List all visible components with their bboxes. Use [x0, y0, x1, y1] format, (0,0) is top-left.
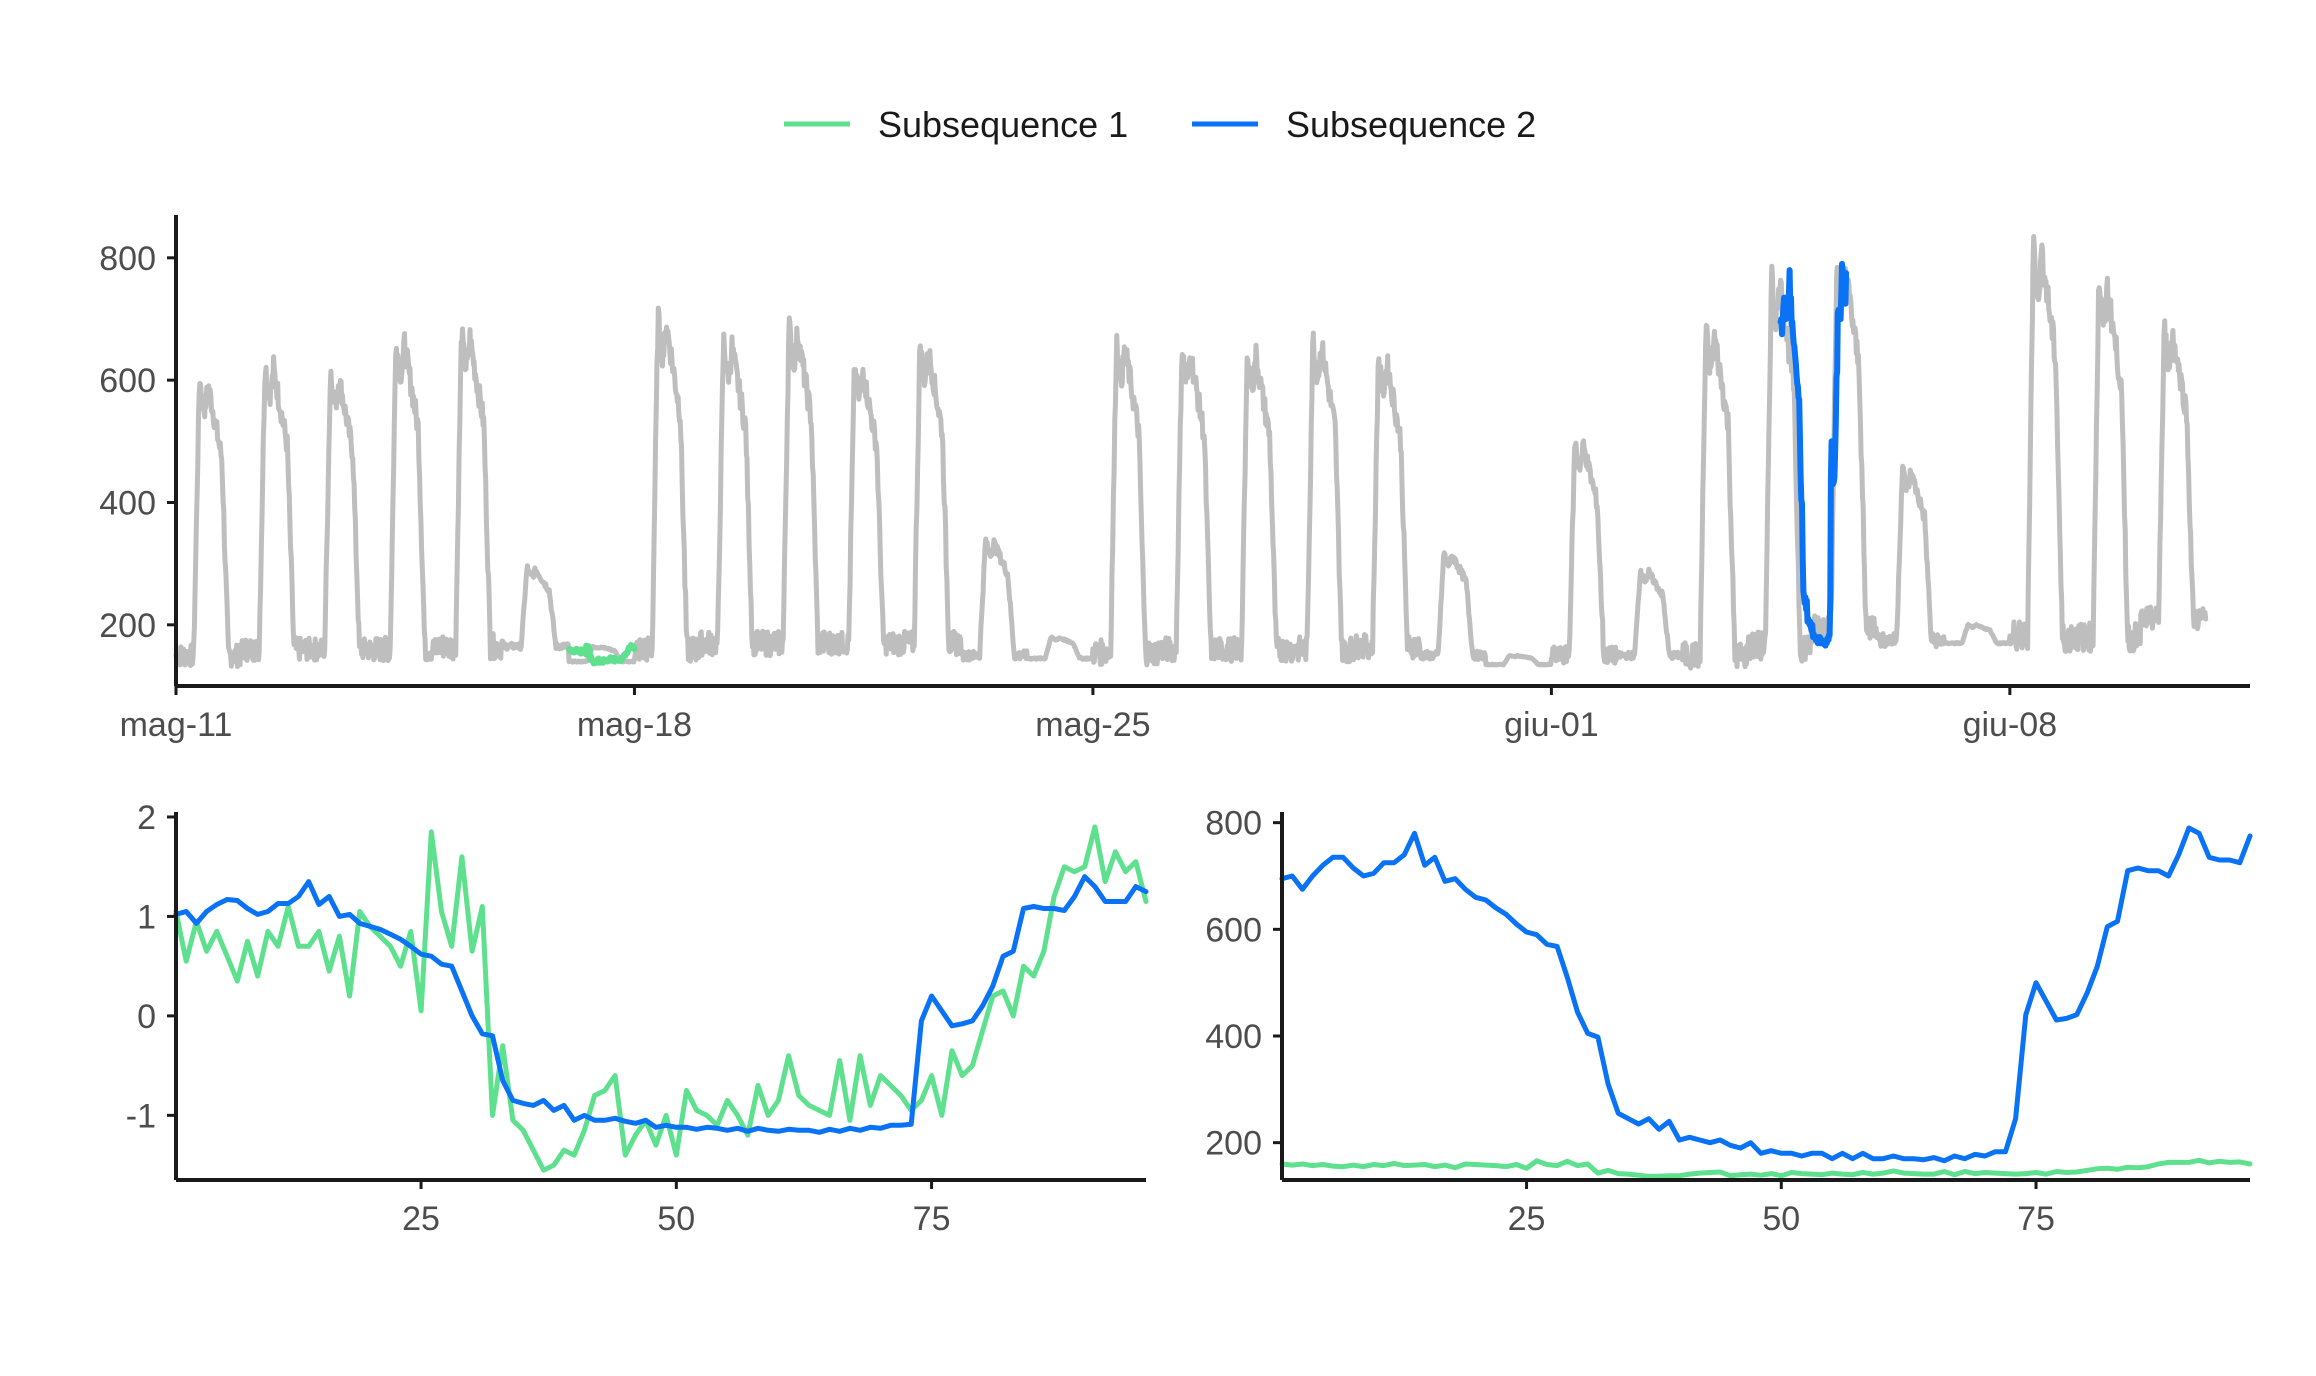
x-tick-label: giu-08 [1963, 706, 2058, 744]
y-tick-label: 200 [99, 607, 156, 645]
x-tick-label: mag-18 [577, 706, 692, 744]
y-tick-label: -1 [126, 1097, 156, 1135]
series-line-subsequence-2 [173, 874, 1149, 1135]
series-line-full-history [173, 234, 2209, 671]
x-tick-label: 75 [913, 1200, 951, 1238]
x-tick-label: mag-11 [120, 706, 233, 744]
legend-label-subsequence-2: Subsequence 2 [1286, 104, 1536, 145]
x-tick-label: 75 [2017, 1200, 2055, 1238]
legend: Subsequence 1 Subsequence 2 [784, 104, 1536, 145]
highlight-line-subsequence-1 [566, 642, 638, 667]
x-tick-label: mag-25 [1035, 706, 1150, 744]
highlight-line-subsequence-2 [1777, 260, 1850, 649]
series-line-subsequence-1 [1279, 1157, 2253, 1179]
series-line-subsequence-1 [173, 824, 1149, 1173]
y-tick-label: 800 [1205, 805, 1262, 843]
overview-chart: 200 400 600 800 mag-11 mag-18 mag-25 giu-01 giu-… [99, 215, 2250, 744]
y-tick-label: 800 [99, 240, 156, 278]
y-tick-label: 400 [1205, 1018, 1262, 1056]
x-tick-label: giu-01 [1504, 706, 1599, 744]
x-tick-label: 50 [657, 1200, 695, 1238]
x-tick-label: 25 [402, 1200, 440, 1238]
x-tick-label: 25 [1508, 1200, 1546, 1238]
y-tick-label: 0 [137, 998, 156, 1036]
legend-item-subsequence-1: Subsequence 1 [784, 104, 1128, 145]
legend-label-subsequence-1: Subsequence 1 [878, 104, 1128, 145]
y-tick-label: 400 [99, 484, 156, 522]
y-tick-label: 600 [1205, 911, 1262, 949]
y-tick-label: 200 [1205, 1125, 1262, 1163]
legend-item-subsequence-2: Subsequence 2 [1192, 104, 1536, 145]
y-tick-label: 600 [99, 362, 156, 400]
y-tick-label: 1 [137, 898, 156, 936]
raw-values-chart: 200 400 600 800 25 50 75 [1205, 805, 2253, 1238]
znormalized-chart: -1 0 1 2 25 50 75 [126, 799, 1149, 1238]
y-tick-label: 2 [137, 799, 156, 837]
x-tick-label: 50 [1762, 1200, 1800, 1238]
series-line-subsequence-2 [1279, 825, 2253, 1164]
